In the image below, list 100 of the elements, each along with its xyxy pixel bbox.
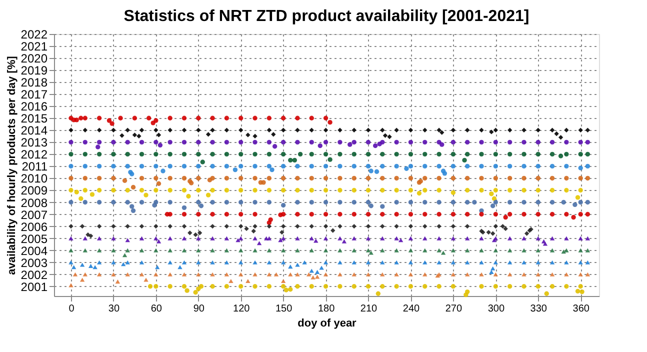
point — [148, 284, 153, 289]
y-tick-label: 2007 — [20, 208, 48, 222]
point — [564, 248, 569, 252]
point — [309, 140, 314, 145]
point — [90, 192, 95, 197]
point — [585, 152, 590, 157]
point — [575, 195, 580, 200]
point — [493, 152, 498, 157]
point — [196, 200, 201, 205]
point — [450, 128, 456, 132]
point — [111, 272, 116, 276]
point — [352, 176, 356, 181]
point — [309, 212, 314, 217]
point — [80, 278, 85, 282]
point — [493, 260, 498, 264]
point — [422, 236, 428, 240]
point — [238, 248, 244, 252]
point — [382, 133, 388, 138]
point — [544, 291, 549, 296]
point — [338, 164, 342, 169]
point — [224, 164, 230, 169]
point — [564, 212, 569, 217]
point — [210, 236, 215, 240]
point — [578, 236, 583, 240]
point — [156, 239, 162, 244]
y-tick-label: 2013 — [20, 136, 48, 150]
point — [111, 248, 116, 252]
point — [465, 248, 470, 252]
point — [394, 284, 399, 289]
point — [465, 212, 470, 217]
point — [323, 212, 328, 217]
point — [352, 212, 356, 217]
point — [154, 164, 158, 169]
point — [561, 250, 566, 254]
point — [564, 260, 569, 264]
point — [182, 176, 187, 181]
point — [366, 212, 371, 217]
point — [118, 116, 123, 120]
point — [578, 212, 583, 217]
point — [280, 140, 286, 145]
point — [366, 164, 371, 169]
point — [323, 260, 328, 264]
point — [210, 152, 215, 157]
point — [139, 236, 144, 240]
point — [238, 224, 244, 229]
point — [139, 200, 144, 205]
point — [493, 212, 498, 217]
point — [168, 128, 172, 132]
point — [252, 212, 258, 217]
point — [436, 284, 442, 289]
point — [154, 176, 158, 181]
point — [252, 188, 258, 193]
point — [465, 260, 470, 264]
point — [338, 140, 342, 145]
point — [125, 188, 130, 193]
point — [196, 152, 201, 157]
point — [422, 140, 428, 145]
point — [578, 152, 583, 157]
point — [238, 272, 244, 276]
point — [139, 128, 144, 132]
point — [408, 200, 414, 205]
point — [210, 212, 215, 217]
point — [436, 260, 442, 264]
point — [154, 188, 158, 193]
point — [268, 217, 273, 222]
point — [578, 140, 583, 145]
point — [266, 260, 272, 264]
point — [252, 236, 258, 240]
point — [507, 128, 512, 132]
point — [408, 164, 414, 169]
point — [436, 224, 442, 229]
point — [507, 200, 512, 205]
point — [550, 248, 555, 252]
point — [182, 224, 187, 229]
point — [536, 140, 540, 145]
point — [536, 212, 540, 217]
point — [585, 200, 590, 205]
point — [465, 152, 470, 157]
point — [309, 248, 314, 252]
point — [328, 120, 332, 125]
point — [266, 224, 272, 229]
point — [408, 140, 414, 145]
point — [380, 204, 385, 209]
point — [82, 128, 88, 132]
point — [436, 200, 442, 205]
point — [280, 278, 286, 284]
point — [280, 236, 286, 240]
point — [442, 171, 448, 176]
point — [96, 236, 102, 240]
point — [224, 176, 230, 181]
point — [522, 164, 526, 169]
point — [436, 188, 442, 193]
point — [575, 288, 580, 294]
point — [522, 140, 526, 145]
point — [111, 188, 116, 193]
point — [352, 224, 356, 229]
point — [479, 140, 484, 145]
point — [558, 154, 564, 158]
point — [507, 140, 512, 145]
point — [139, 176, 144, 181]
